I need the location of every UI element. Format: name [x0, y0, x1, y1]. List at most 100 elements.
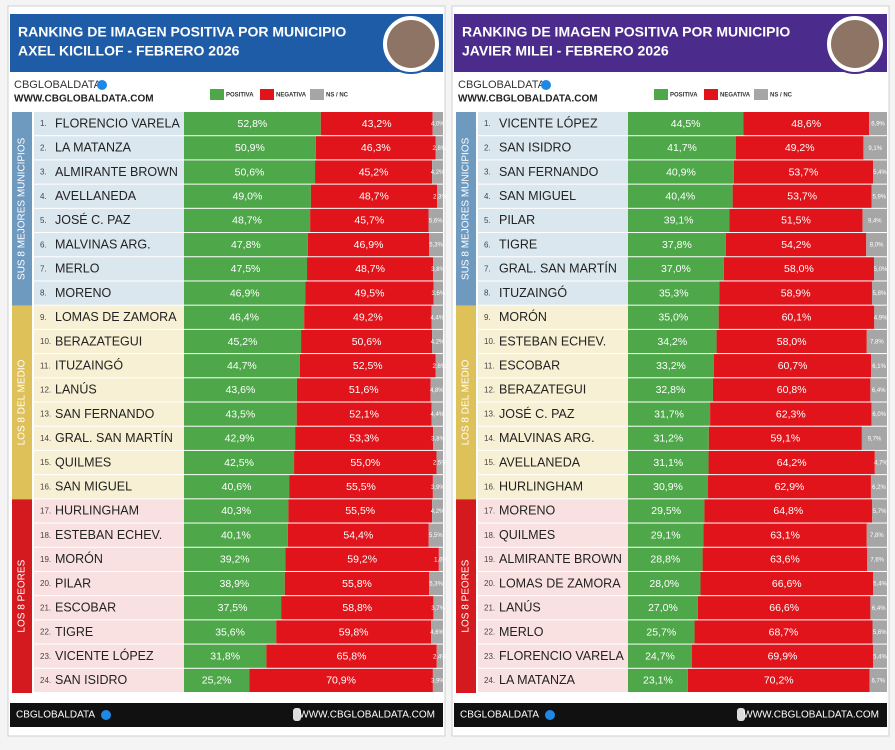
verified-badge	[101, 710, 111, 720]
bar-segment	[628, 620, 695, 644]
rank: 1.	[40, 119, 47, 128]
row-background	[34, 378, 184, 402]
row-background	[478, 547, 628, 571]
group-strip	[456, 112, 476, 306]
value-label: 5,6%	[873, 630, 887, 636]
bar-segment	[702, 547, 868, 571]
value-label: 31,2%	[654, 433, 684, 445]
bar-segment	[294, 450, 437, 475]
bar-segment	[315, 136, 436, 160]
value-label: 52,5%	[353, 360, 383, 372]
bar-segment	[287, 523, 429, 547]
municipality: ALMIRANTE BROWN	[55, 165, 178, 179]
bar-segment	[184, 523, 288, 547]
bar-segment	[281, 596, 434, 620]
row-background	[478, 184, 628, 208]
municipality: AVELLANEDA	[499, 455, 581, 469]
municipality: ESCOBAR	[499, 358, 560, 372]
value-label: 48,6%	[791, 118, 821, 130]
value-label: 40,6%	[222, 481, 252, 493]
value-label: 45,2%	[228, 336, 258, 348]
value-label: 63,6%	[770, 554, 800, 566]
rank: 16.	[484, 482, 495, 491]
header	[10, 14, 443, 72]
value-label: 46,3%	[361, 142, 391, 154]
value-label: 49,5%	[355, 287, 385, 299]
title: RANKING DE IMAGEN POSITIVA POR MUNICIPIO	[462, 24, 790, 40]
row-background	[478, 136, 628, 160]
bar-segment	[628, 475, 709, 499]
bar-segment	[432, 329, 443, 354]
rank: 14.	[484, 434, 495, 443]
row-background	[34, 136, 184, 160]
rank: 6.	[40, 240, 47, 249]
legend-swatch	[754, 89, 768, 100]
row-background	[34, 644, 184, 668]
row-background	[478, 257, 628, 281]
bar-segment	[310, 184, 438, 208]
municipality: SAN MIGUEL	[499, 189, 576, 203]
subtitle: JAVIER MILEI - FEBRERO 2026	[462, 43, 669, 59]
legend-swatch	[310, 89, 324, 100]
row-background	[34, 160, 184, 184]
bar-segment	[432, 160, 443, 184]
rank: 8.	[484, 289, 491, 298]
bar-segment	[184, 112, 321, 136]
value-label: 5,3%	[429, 243, 443, 249]
value-label: 35,6%	[215, 626, 245, 638]
group-label: LOS 8 PEORES	[17, 559, 28, 632]
row-background	[34, 668, 184, 692]
value-label: 62,3%	[776, 408, 806, 420]
value-label: 2,3%	[433, 194, 447, 200]
municipality: SAN FERNANDO	[499, 165, 599, 179]
bar-segment	[433, 257, 443, 281]
group-label: SUS 8 MEJORES MUNICIPIOS	[461, 137, 472, 280]
row-background	[34, 184, 184, 208]
value-label: 5,5%	[429, 533, 443, 539]
value-label: 4,4%	[430, 315, 444, 321]
value-label: 28,0%	[649, 578, 679, 590]
rank: 12.	[40, 386, 51, 395]
municipality: LOMAS DE ZAMORA	[499, 576, 621, 590]
value-label: 5,6%	[429, 219, 443, 225]
avatar-face	[387, 20, 435, 68]
value-label: 49,2%	[353, 312, 383, 324]
pointer-icon	[293, 708, 301, 721]
bar-segment	[628, 426, 709, 450]
value-label: 58,9%	[781, 287, 811, 299]
bar-segment	[305, 281, 434, 305]
value-label: 52,8%	[237, 118, 267, 130]
rank: 7.	[484, 264, 491, 273]
municipality: SAN MIGUEL	[55, 480, 132, 494]
row-background	[478, 281, 628, 305]
value-label: 5,0%	[874, 267, 888, 273]
bar-segment	[299, 354, 436, 378]
bar-segment	[184, 644, 267, 668]
row-background	[34, 571, 184, 596]
bar-segment	[694, 620, 873, 644]
municipality: VICENTE LÓPEZ	[499, 115, 598, 130]
bar-segment	[184, 596, 282, 620]
rank: 4.	[40, 192, 47, 201]
municipality: MERLO	[55, 262, 100, 276]
value-label: 31,7%	[654, 408, 684, 420]
rank: 2.	[484, 143, 491, 152]
bar-segment	[713, 354, 872, 378]
municipality: FLORENCIO VARELA	[55, 116, 180, 130]
rank: 24.	[40, 676, 51, 685]
value-label: 2,8%	[433, 146, 447, 152]
value-label: 2,8%	[433, 364, 447, 370]
value-label: 35,3%	[659, 287, 689, 299]
bar-segment	[435, 354, 443, 378]
municipality: MALVINAS ARG.	[499, 431, 595, 445]
value-label: 60,1%	[782, 312, 812, 324]
row-background	[478, 475, 628, 499]
bar-segment	[716, 329, 867, 354]
bar-segment	[718, 305, 875, 329]
rank: 5.	[40, 216, 47, 225]
brand: CBGLOBALDATA	[14, 79, 102, 91]
value-label: 6,0%	[872, 412, 886, 418]
municipality: LOMAS DE ZAMORA	[55, 310, 177, 324]
website: WWW.CBGLOBALDATA.COM	[458, 94, 598, 105]
value-label: 41,7%	[667, 142, 697, 154]
